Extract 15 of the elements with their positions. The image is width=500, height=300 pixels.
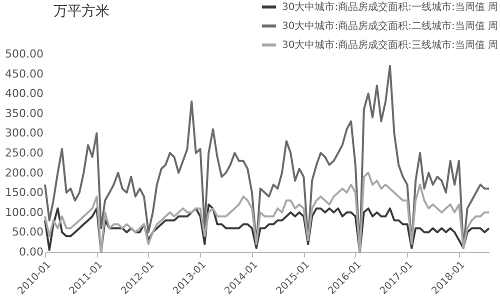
y-tick-label: 500.00 <box>5 48 44 60</box>
y-tick-label: 200.00 <box>5 166 44 180</box>
legend-label: 30大中城市:商品房成交面积:一线城市:当周值 周 <box>282 1 498 13</box>
y-tick-label: 50.00 <box>12 226 44 239</box>
y-tick-label: 100.00 <box>5 206 44 219</box>
y-tick-label: 400.00 <box>5 87 44 100</box>
legend-label: 30大中城市:商品房成交面积:二线城市:当周值 周 <box>282 20 498 32</box>
y-tick-label: 300.00 <box>5 126 44 140</box>
y-tick-label: 250.00 <box>5 146 44 160</box>
y-axis-title: 万平方米 <box>54 4 110 20</box>
y-tick-label: 350.00 <box>5 106 44 120</box>
y-tick-label: 0.00 <box>19 246 44 258</box>
y-tick-label: 450.00 <box>5 67 44 80</box>
y-tick-label: 150.00 <box>5 186 44 200</box>
legend-label: 30大中城市:商品房成交面积:三线城市:当周值 周 <box>282 39 498 51</box>
